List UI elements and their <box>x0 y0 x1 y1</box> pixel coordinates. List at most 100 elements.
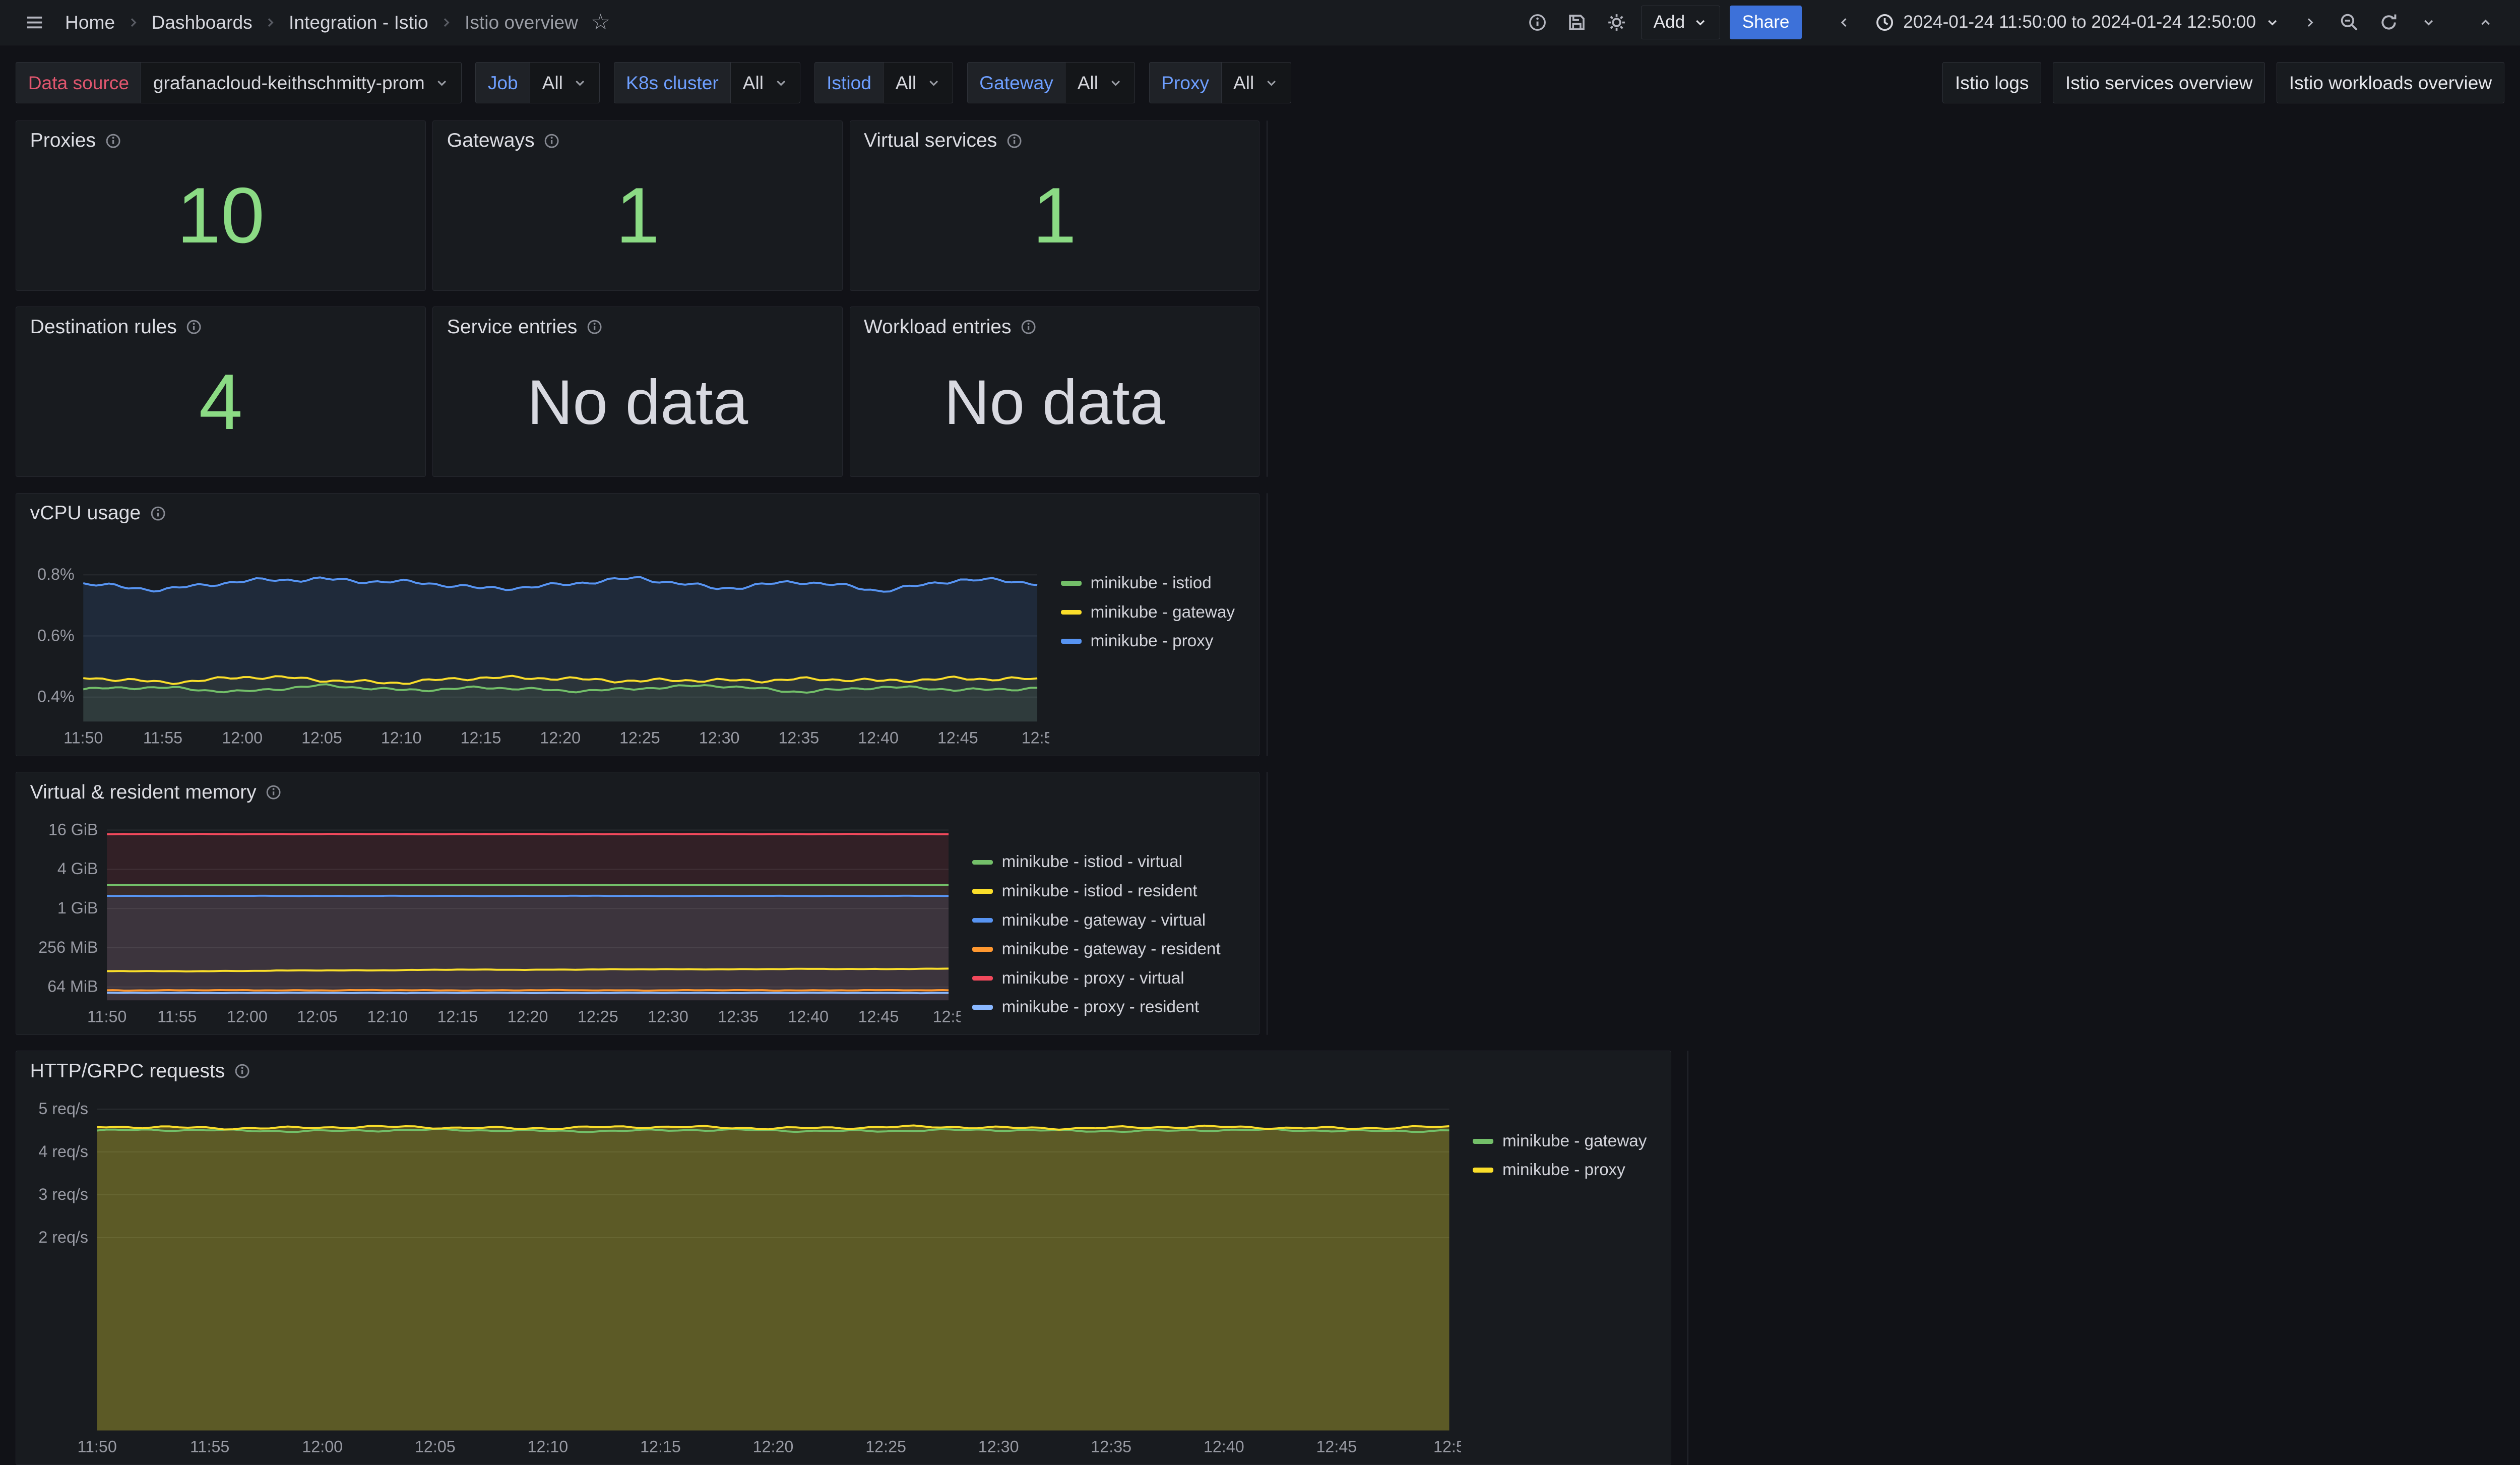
legend-label: minikube - proxy <box>1090 632 1214 651</box>
panel-open-file-descriptors: Open file descriptors 010020011:5011:551… <box>1266 493 1268 756</box>
svg-text:12:45: 12:45 <box>858 1008 899 1026</box>
chevron-down-icon <box>2265 15 2280 30</box>
istio-workloads-overview-link[interactable]: Istio workloads overview <box>2277 62 2504 104</box>
legend-item[interactable]: minikube - gateway <box>1060 603 1247 622</box>
legend-item[interactable]: minikube - proxy - resident <box>972 998 1247 1017</box>
virtual-resident-memory-legend: minikube - istiod - virtual minikube - is… <box>961 807 1251 1030</box>
svg-text:11:55: 11:55 <box>190 1437 229 1455</box>
panel-heap-memory: Heap memory 0 B128 MiB11:5011:5512:0012:… <box>1266 772 1268 1035</box>
istiod-label: Istiod <box>814 62 884 104</box>
share-button[interactable]: Share <box>1730 6 1802 39</box>
chevron-right-icon <box>2303 15 2317 30</box>
stat-value: No data <box>527 367 748 438</box>
k8s-cluster-label: K8s cluster <box>613 62 731 104</box>
legend-label: minikube - gateway - virtual <box>1001 910 1206 930</box>
legend-swatch <box>1473 1168 1494 1173</box>
share-button-label: Share <box>1742 12 1790 32</box>
dashboard-links: Istio logs Istio services overview Istio… <box>1942 62 2504 104</box>
istio-services-overview-link[interactable]: Istio services overview <box>2053 62 2265 104</box>
info-icon[interactable] <box>105 133 121 149</box>
time-picker-button[interactable]: 2024-01-24 11:50:00 to 2024-01-24 12:50:… <box>1869 6 2286 39</box>
chevron-right-icon <box>263 15 278 30</box>
svg-text:12:00: 12:00 <box>222 728 263 747</box>
settings-icon[interactable] <box>1602 6 1631 39</box>
legend-swatch <box>1060 581 1082 586</box>
legend-item[interactable]: minikube - istiod - virtual <box>972 852 1247 872</box>
info-icon[interactable] <box>150 505 166 522</box>
info-icon[interactable] <box>265 784 282 801</box>
gateway-label: Gateway <box>967 62 1065 104</box>
time-shift-forward-button[interactable] <box>2295 6 2325 39</box>
legend-item[interactable]: minikube - proxy - virtual <box>972 969 1247 988</box>
time-shift-back-button[interactable] <box>1830 6 1859 39</box>
info-icon[interactable] <box>586 319 603 335</box>
favorite-star-icon[interactable]: ☆ <box>591 10 610 34</box>
info-icon[interactable] <box>1020 319 1037 335</box>
legend-item[interactable]: minikube - proxy <box>1473 1161 1659 1180</box>
breadcrumb-integration-istio[interactable]: Integration - Istio <box>289 11 428 33</box>
collapse-button[interactable] <box>2471 6 2500 39</box>
vcpu-usage-chart[interactable]: 0.4% 0.6% 0.8% 11:50 11:55 12:00 12:05 12:10 12:… <box>22 528 1049 752</box>
datasource-label: Data source <box>16 62 141 104</box>
svg-text:256 MiB: 256 MiB <box>38 938 98 956</box>
chevron-down-icon <box>926 76 941 90</box>
info-icon[interactable] <box>1006 133 1023 149</box>
stat-value: No data <box>944 367 1165 438</box>
chevron-down-icon <box>774 76 788 90</box>
top-nav: Home Dashboards Integration - Istio Isti… <box>0 0 2520 45</box>
http-grpc-requests-chart[interactable]: 2 req/s 3 req/s 4 req/s 5 req/s 11:50 11:55 12… <box>22 1086 1461 1460</box>
svg-text:12:00: 12:00 <box>302 1437 343 1455</box>
legend-item[interactable]: minikube - gateway <box>1473 1132 1659 1151</box>
info-icon[interactable] <box>234 1063 250 1079</box>
istiod-select[interactable]: All <box>883 62 954 104</box>
panel-destination-rules: Destination rules 4 <box>16 307 426 477</box>
svg-text:12:25: 12:25 <box>865 1437 906 1455</box>
zoom-out-button[interactable] <box>2335 6 2364 39</box>
legend-label: minikube - proxy - virtual <box>1001 968 1184 988</box>
info-icon[interactable] <box>185 319 202 335</box>
save-icon[interactable] <box>1562 6 1592 39</box>
panel-http-grpc-requests: HTTP/GRPC requests 2 req/s 3 req/s 4 req/s… <box>16 1051 1672 1465</box>
variable-filters: Data source grafanacloud-keithschmitty-p… <box>16 62 1929 104</box>
legend-item[interactable]: minikube - istiod - resident <box>972 882 1247 901</box>
legend-item[interactable]: minikube - gateway - resident <box>972 940 1247 959</box>
svg-text:12:45: 12:45 <box>937 728 978 747</box>
refresh-interval-dropdown[interactable] <box>2414 6 2443 39</box>
legend-item[interactable]: minikube - gateway - virtual <box>972 911 1247 930</box>
svg-text:12:20: 12:20 <box>508 1008 548 1026</box>
legend-item[interactable]: minikube - istiod <box>1060 574 1247 593</box>
job-select[interactable]: All <box>530 62 600 104</box>
legend-swatch <box>972 889 993 894</box>
breadcrumb-dashboards[interactable]: Dashboards <box>151 11 253 33</box>
dashboard-insights-icon[interactable] <box>1523 6 1553 39</box>
svg-text:12:35: 12:35 <box>718 1008 759 1026</box>
info-icon[interactable] <box>543 133 560 149</box>
svg-text:12:20: 12:20 <box>753 1437 794 1455</box>
svg-text:0.4%: 0.4% <box>37 688 75 706</box>
virtual-resident-memory-chart[interactable]: 64 MiB 256 MiB 1 GiB 4 GiB 16 GiB 11:50 11:55 1… <box>22 807 960 1030</box>
proxy-select[interactable]: All <box>1221 62 1291 104</box>
k8s-cluster-select[interactable]: All <box>730 62 801 104</box>
vcpu-usage-legend: minikube - istiod minikube - gateway minik… <box>1049 528 1251 752</box>
panel-gateways: Gateways 1 <box>432 120 843 291</box>
add-button[interactable]: Add <box>1641 6 1720 39</box>
proxy-label: Proxy <box>1149 62 1221 104</box>
chevron-down-icon <box>2421 15 2436 30</box>
svg-text:12:45: 12:45 <box>1316 1437 1357 1455</box>
panel-vcpu-usage: vCPU usage 0.4% 0.6% 0.8% 11:50 11:55 12:00 12… <box>16 493 1260 756</box>
datasource-select[interactable]: grafanacloud-keithschmitty-prom <box>141 62 462 104</box>
gateway-select[interactable]: All <box>1065 62 1136 104</box>
chevron-up-icon <box>2478 15 2493 30</box>
svg-text:12:5: 12:5 <box>1022 728 1049 747</box>
menu-icon[interactable] <box>20 6 49 39</box>
svg-text:16 GiB: 16 GiB <box>48 821 98 839</box>
legend-item[interactable]: minikube - proxy <box>1060 632 1247 651</box>
breadcrumb-home[interactable]: Home <box>65 11 115 33</box>
stat-value: 1 <box>1032 171 1077 260</box>
refresh-button[interactable] <box>2374 6 2404 39</box>
svg-text:12:25: 12:25 <box>578 1008 618 1026</box>
refresh-icon <box>2379 13 2399 32</box>
istio-logs-link[interactable]: Istio logs <box>1942 62 2041 104</box>
legend-label: minikube - istiod <box>1090 574 1212 593</box>
svg-text:2 req/s: 2 req/s <box>38 1228 88 1246</box>
